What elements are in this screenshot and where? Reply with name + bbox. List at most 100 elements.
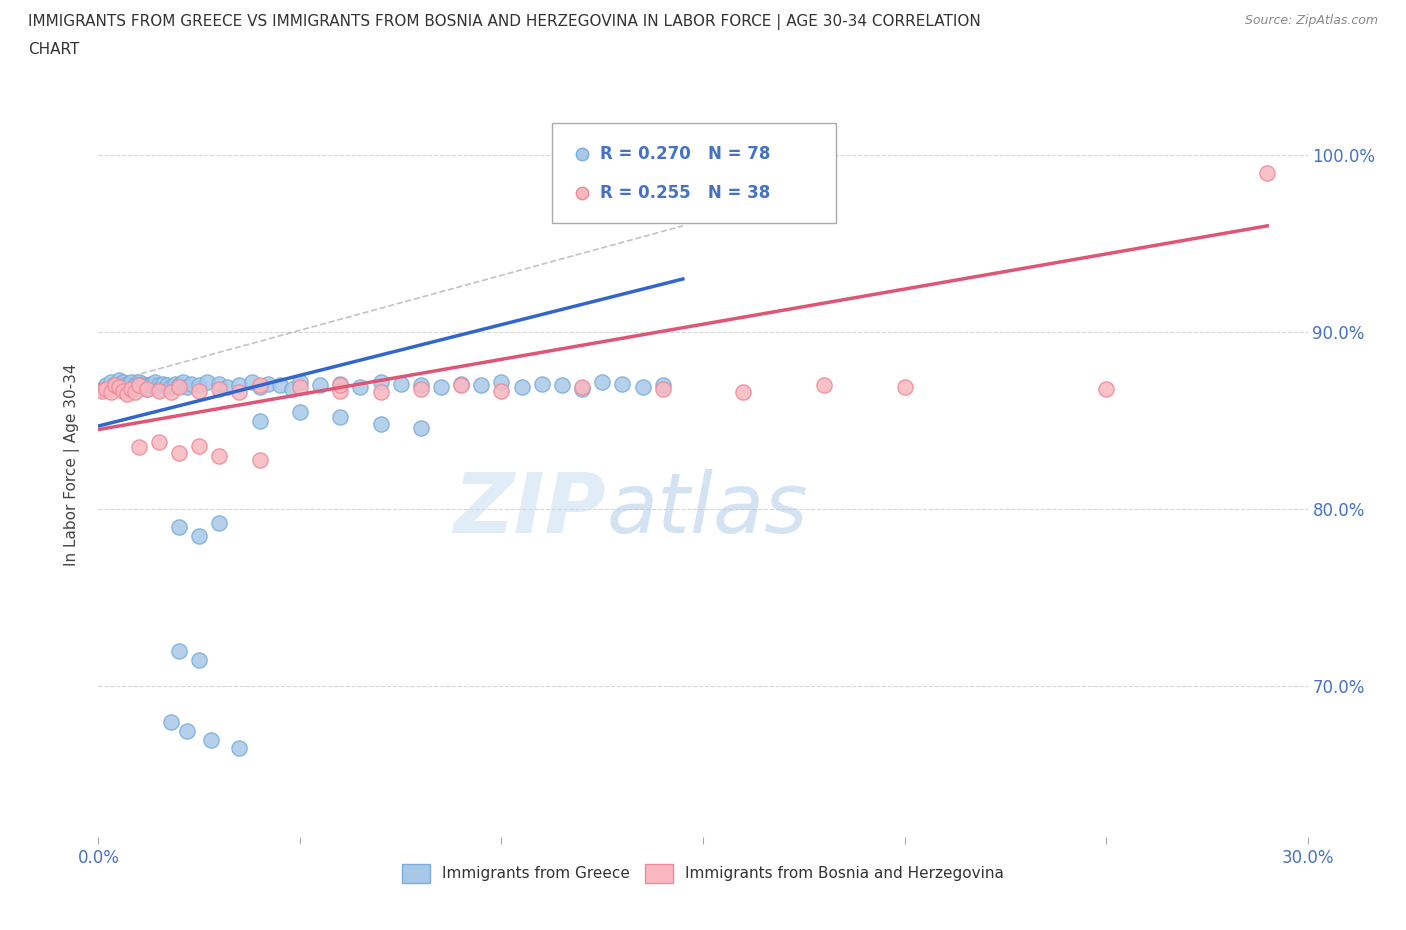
Point <box>329 410 352 425</box>
Text: Source: ZipAtlas.com: Source: ZipAtlas.com <box>1244 14 1378 27</box>
Point <box>103 376 125 391</box>
Point <box>571 381 593 396</box>
Point <box>188 383 211 398</box>
Point <box>124 381 146 396</box>
Point <box>631 379 654 394</box>
FancyBboxPatch shape <box>551 123 837 223</box>
Point <box>256 376 278 391</box>
Point <box>208 448 231 463</box>
Point <box>188 438 211 453</box>
Point <box>128 376 150 391</box>
Point <box>167 445 190 460</box>
Point <box>103 378 125 392</box>
Point <box>139 378 162 392</box>
Point <box>167 379 190 394</box>
Point <box>100 385 122 400</box>
Point <box>281 381 304 396</box>
Point <box>148 381 170 396</box>
Point <box>128 378 150 392</box>
Point <box>228 378 250 392</box>
Point <box>450 376 472 391</box>
Point <box>148 434 170 449</box>
Point <box>120 381 142 396</box>
Point <box>96 378 118 392</box>
Point <box>115 378 138 392</box>
Point <box>188 378 211 392</box>
Point <box>208 516 231 531</box>
Point <box>612 376 634 391</box>
Point <box>813 378 835 392</box>
Point <box>510 379 533 394</box>
Point <box>107 379 129 394</box>
Point <box>96 381 118 396</box>
Point <box>389 376 412 391</box>
Text: CHART: CHART <box>28 42 80 57</box>
Point <box>450 378 472 392</box>
Point <box>309 378 332 392</box>
Point <box>249 452 271 467</box>
Point <box>180 376 202 391</box>
Point <box>1256 166 1278 180</box>
Point <box>329 378 352 392</box>
Point <box>91 381 114 396</box>
Point <box>143 374 166 389</box>
Point <box>167 378 190 392</box>
Point <box>111 374 134 389</box>
Point <box>160 379 183 394</box>
Point <box>591 374 613 389</box>
Point <box>409 420 432 435</box>
Point <box>163 376 186 391</box>
Point <box>249 379 271 394</box>
Point <box>893 379 915 394</box>
Point <box>1095 381 1118 396</box>
Point <box>329 376 352 391</box>
Point <box>167 644 190 658</box>
Point <box>188 528 211 543</box>
Point <box>188 653 211 668</box>
Point <box>370 417 392 432</box>
Point <box>571 379 593 394</box>
Point <box>491 374 513 389</box>
Point <box>733 385 755 400</box>
Point <box>249 378 271 392</box>
Point <box>430 379 453 394</box>
Text: atlas: atlas <box>606 469 808 551</box>
Point <box>208 381 231 396</box>
Point <box>176 724 198 738</box>
Point <box>107 379 129 394</box>
Point <box>107 373 129 388</box>
Point <box>128 440 150 455</box>
Point <box>115 376 138 391</box>
Point <box>288 374 311 389</box>
Point <box>470 378 492 392</box>
Text: R = 0.255   N = 38: R = 0.255 N = 38 <box>600 184 770 203</box>
Point <box>132 379 155 394</box>
Point <box>160 385 183 400</box>
Point <box>152 376 174 391</box>
Point <box>288 379 311 394</box>
Point <box>288 405 311 419</box>
Point <box>370 374 392 389</box>
Point <box>208 376 231 391</box>
Legend: Immigrants from Greece, Immigrants from Bosnia and Herzegovina: Immigrants from Greece, Immigrants from … <box>396 858 1010 889</box>
Point <box>135 381 157 396</box>
Point <box>651 381 673 396</box>
Point <box>120 374 142 389</box>
Point <box>124 378 146 392</box>
Point <box>135 381 157 396</box>
Point <box>132 376 155 391</box>
Point <box>135 378 157 392</box>
Point <box>160 714 183 729</box>
Point <box>195 374 218 389</box>
Point <box>269 378 291 392</box>
Point <box>200 732 222 747</box>
Point <box>530 376 553 391</box>
Point <box>176 379 198 394</box>
Point <box>409 378 432 392</box>
Point <box>228 385 250 400</box>
Point <box>139 376 162 391</box>
Point <box>148 378 170 392</box>
Point <box>111 381 134 396</box>
Text: R = 0.270   N = 78: R = 0.270 N = 78 <box>600 145 770 163</box>
Point <box>167 520 190 535</box>
